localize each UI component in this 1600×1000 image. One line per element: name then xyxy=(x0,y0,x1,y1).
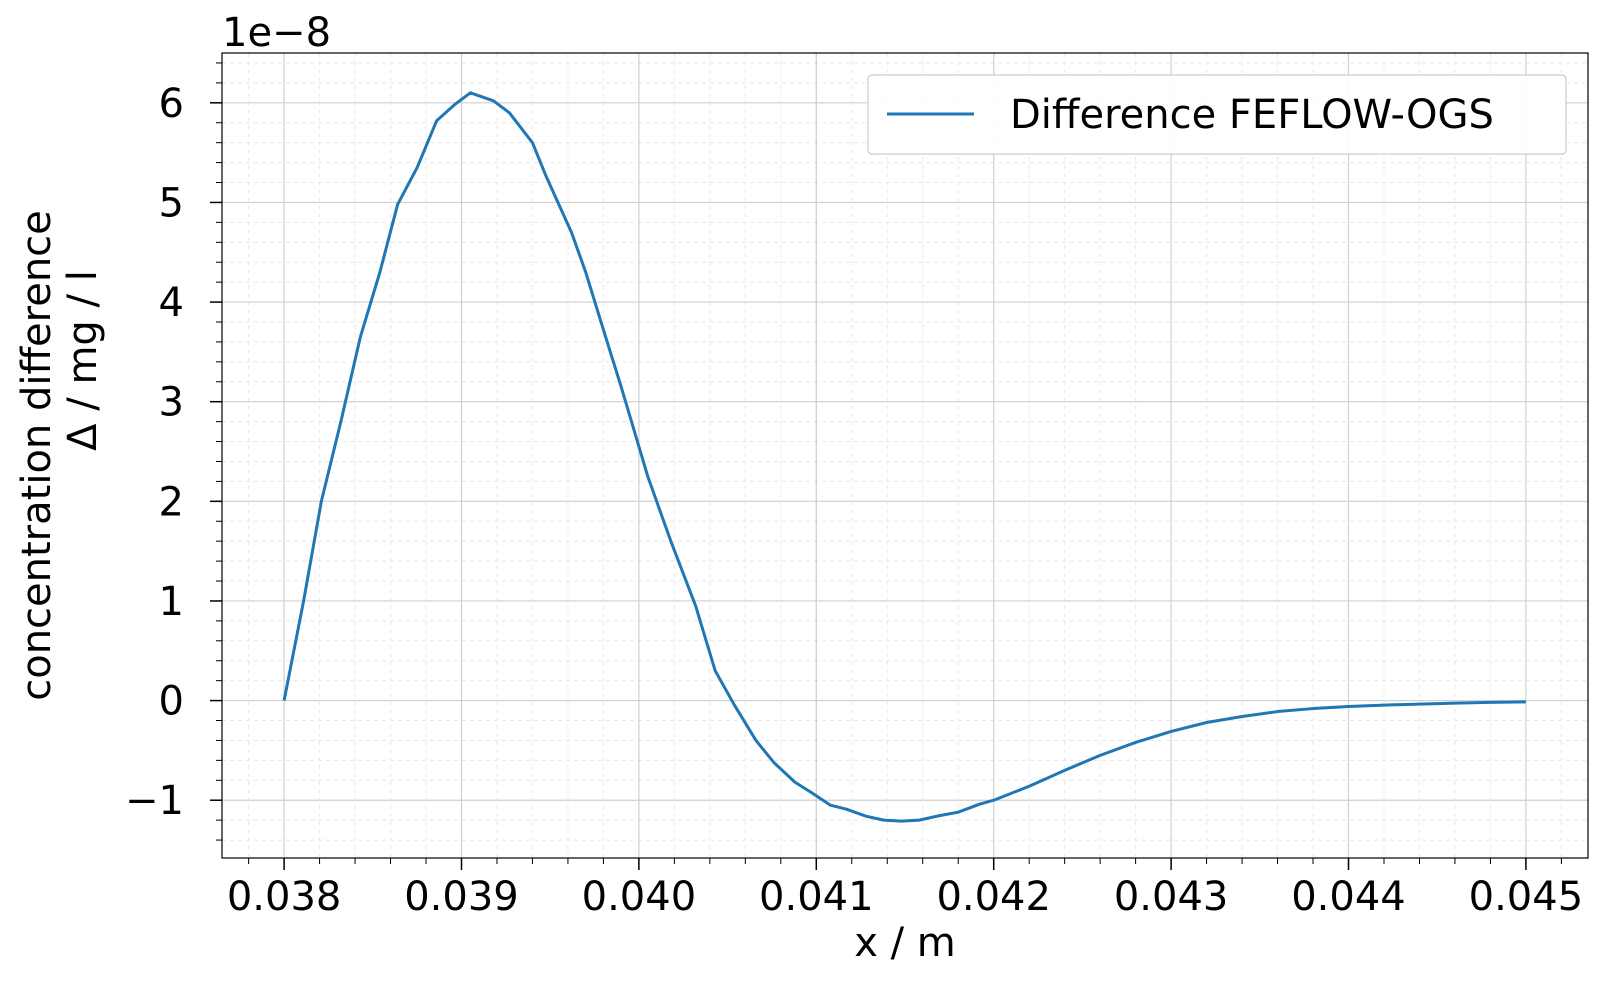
x-tick-label: 0.040 xyxy=(582,874,697,920)
y-tick-label: 0 xyxy=(159,679,184,725)
tick-layer: 0.038 0.039 0.040 0.041 0.042 0.043 0.044 0.045… xyxy=(125,62,1584,920)
x-tick-label: 0.045 xyxy=(1469,874,1584,920)
y-axis-label-line2: Δ / mg / l xyxy=(60,270,106,451)
plot-frame xyxy=(221,52,1589,859)
x-tick-label: 0.039 xyxy=(404,874,519,920)
y-tick-label: 6 xyxy=(159,81,184,127)
y-tick-label: −1 xyxy=(125,778,184,824)
legend: Difference FEFLOW-OGS xyxy=(867,74,1567,155)
x-tick-label: 0.038 xyxy=(227,874,342,920)
y-tick-label: 4 xyxy=(159,280,184,326)
legend-box xyxy=(867,74,1567,155)
x-tick-label: 0.044 xyxy=(1291,874,1406,920)
y-tick-label: 2 xyxy=(159,479,184,525)
minor-grid xyxy=(222,53,1588,858)
x-tick-label: 0.042 xyxy=(936,874,1051,920)
y-tick-label: 3 xyxy=(159,380,184,426)
y-tick-label: 1 xyxy=(159,579,184,625)
legend-label: Difference FEFLOW-OGS xyxy=(1010,92,1494,138)
x-tick-label: 0.043 xyxy=(1114,874,1229,920)
series-layer xyxy=(282,91,1526,823)
x-axis-label: x / m xyxy=(854,920,956,966)
x-tick-label: 0.041 xyxy=(759,874,874,920)
y-offset-text: 1e−8 xyxy=(222,10,331,56)
y-axis-label-line1: concentration difference xyxy=(14,210,60,701)
series-line xyxy=(282,91,1526,823)
y-tick-label: 5 xyxy=(159,180,184,226)
major-grid xyxy=(222,53,1588,858)
